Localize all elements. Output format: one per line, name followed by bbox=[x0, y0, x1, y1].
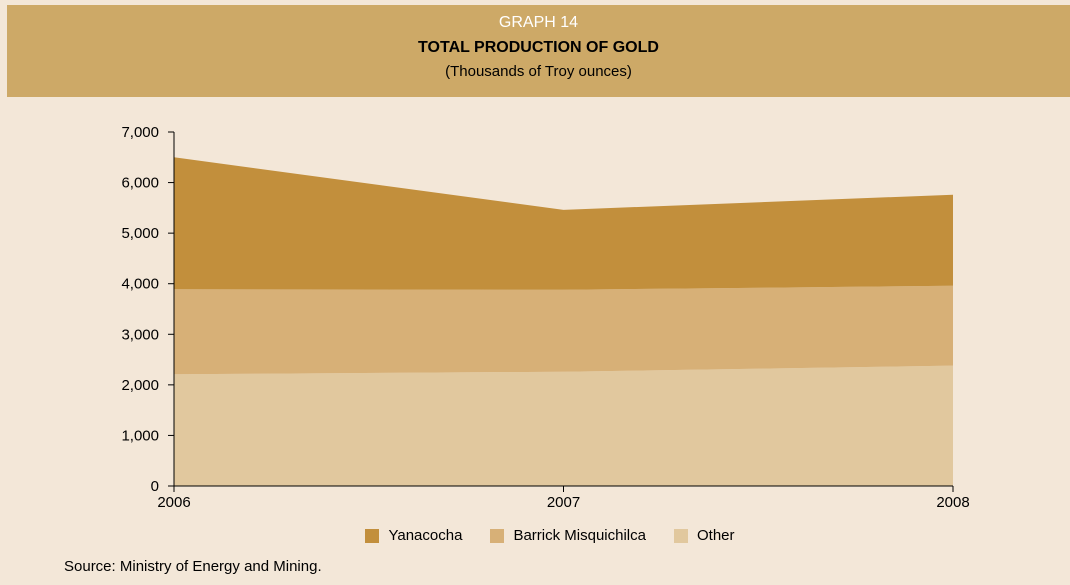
legend-label: Other bbox=[696, 527, 735, 544]
chart-header: GRAPH 14 TOTAL PRODUCTION OF GOLD (Thous… bbox=[7, 5, 1070, 97]
chart-subtitle: (Thousands of Troy ounces) bbox=[445, 63, 632, 80]
legend: Yanacocha Barrick Misquichilca Other bbox=[0, 527, 1070, 544]
y-tick-label: 0 bbox=[151, 478, 159, 495]
legend-item-yanacocha: Yanacocha bbox=[365, 527, 462, 544]
x-tick-label: 2006 bbox=[157, 494, 190, 511]
legend-item-other: Other bbox=[673, 527, 735, 544]
legend-swatch bbox=[673, 528, 688, 543]
chart-title: TOTAL PRODUCTION OF GOLD bbox=[418, 39, 659, 56]
y-tick-label: 7,000 bbox=[121, 124, 159, 141]
area-barrick-misquichilca bbox=[174, 285, 953, 375]
x-tick-label: 2007 bbox=[547, 494, 580, 511]
graph-label: GRAPH 14 bbox=[498, 14, 579, 31]
x-tick-label: 2008 bbox=[936, 494, 969, 511]
area-other bbox=[174, 365, 953, 486]
y-tick-label: 2,000 bbox=[121, 377, 159, 394]
source-note: Source: Ministry of Energy and Mining. bbox=[64, 558, 322, 575]
legend-swatch bbox=[365, 528, 380, 543]
y-tick-label: 6,000 bbox=[121, 175, 159, 192]
y-tick-label: 1,000 bbox=[121, 427, 159, 444]
legend-label: Yanacocha bbox=[388, 527, 463, 544]
legend-swatch bbox=[490, 528, 505, 543]
legend-label: Barrick Misquichilca bbox=[513, 527, 646, 544]
y-tick-label: 5,000 bbox=[121, 225, 159, 242]
legend-item-barrick: Barrick Misquichilca bbox=[490, 527, 646, 544]
y-tick-label: 4,000 bbox=[121, 276, 159, 293]
area-yanacocha bbox=[174, 157, 953, 290]
y-tick-label: 3,000 bbox=[121, 326, 159, 343]
